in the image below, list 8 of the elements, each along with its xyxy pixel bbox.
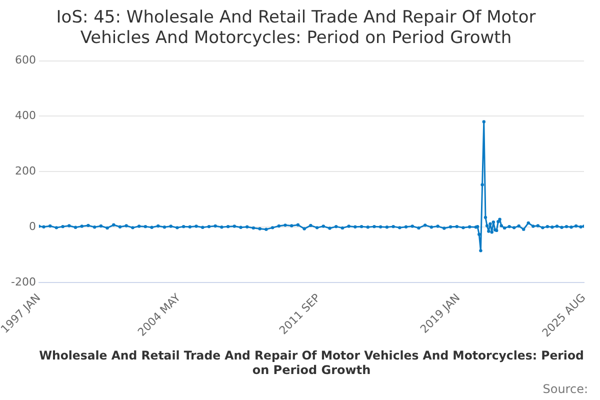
y-tick-label: 0 — [28, 220, 36, 233]
y-tick-label: 600 — [14, 54, 36, 67]
source-note: Source: — [542, 382, 588, 396]
y-tick-label: 400 — [14, 109, 36, 122]
y-tick-label: -200 — [10, 275, 36, 288]
y-tick-label: 200 — [14, 164, 36, 178]
chart-title: IoS: 45: Wholesale And Retail Trade And Repair Of Motor Vehicles And Motorcycles: Period on Period Growth — [56, 8, 536, 48]
x-axis-title: Wholesale And Retail Trade And Repair Of Motor Vehicles And Motorcycles: Period on Period Growth — [39, 348, 584, 377]
